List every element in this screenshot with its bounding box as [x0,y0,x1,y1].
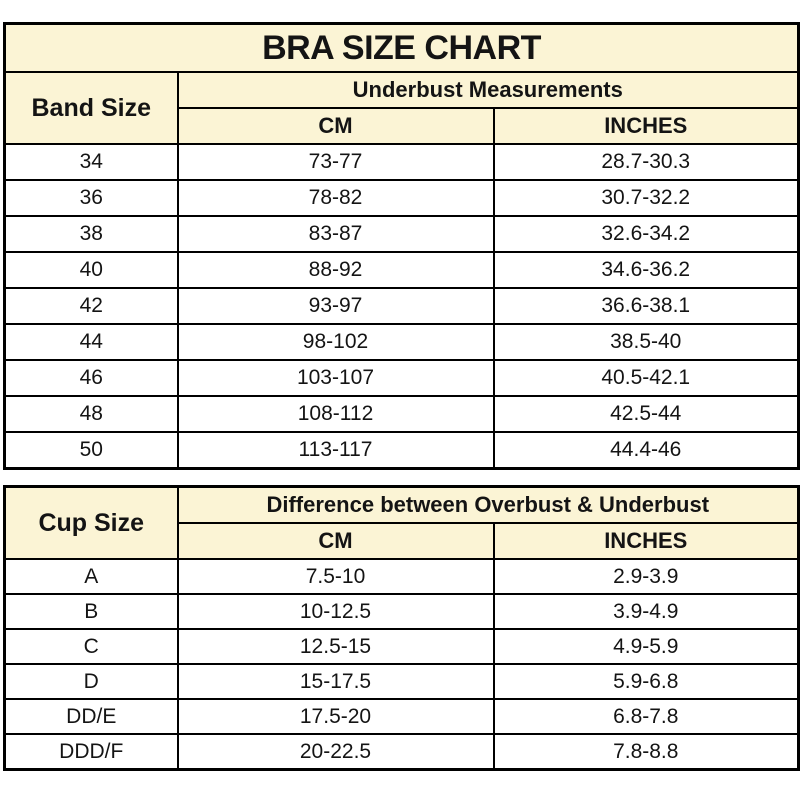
cup-table-row: DDD/F 20-22.5 7.8-8.8 [3,733,800,771]
band-inches-value: 38.5-40 [492,323,800,361]
band-size-value: 48 [3,395,179,433]
band-inches-value: 28.7-30.3 [492,143,800,181]
cup-size-value: B [3,593,179,630]
cup-inches-value: 7.8-8.8 [492,733,800,771]
chart-title: BRA SIZE CHART [3,22,800,73]
band-size-value: 40 [3,251,179,289]
band-cm-value: 93-97 [176,287,495,325]
band-inches-value: 42.5-44 [492,395,800,433]
cup-table-row: DD/E 17.5-20 6.8-7.8 [3,698,800,735]
band-cm-value: 103-107 [176,359,495,397]
cup-cm-value: 7.5-10 [176,558,495,595]
band-table-row: 50 113-117 44.4-46 [3,431,800,470]
band-cm-value: 88-92 [176,251,495,289]
cup-cm-value: 10-12.5 [176,593,495,630]
cup-table-row: B 10-12.5 3.9-4.9 [3,593,800,630]
cup-table-row: D 15-17.5 5.9-6.8 [3,663,800,700]
cup-cm-value: 20-22.5 [176,733,495,771]
band-inches-value: 30.7-32.2 [492,179,800,217]
cup-inches-column-header: INCHES [492,522,800,560]
band-inches-column-header: INCHES [492,107,800,145]
band-inches-value: 34.6-36.2 [492,251,800,289]
bra-size-chart: BRA SIZE CHART Band Size Underbust Measu… [3,22,800,771]
cup-inches-value: 2.9-3.9 [492,558,800,595]
cup-size-value: A [3,558,179,595]
band-size-value: 44 [3,323,179,361]
difference-overbust-underbust-header: Difference between Overbust & Underbust [176,485,800,524]
cup-cm-value: 15-17.5 [176,663,495,700]
cup-size-table: Cup Size Difference between Overbust & U… [3,485,800,771]
band-table-row: 44 98-102 38.5-40 [3,323,800,361]
cup-inches-value: 6.8-7.8 [492,698,800,735]
cup-table-row: C 12.5-15 4.9-5.9 [3,628,800,665]
band-size-table: BRA SIZE CHART Band Size Underbust Measu… [3,22,800,470]
band-table-row: 46 103-107 40.5-42.1 [3,359,800,397]
band-cm-value: 108-112 [176,395,495,433]
band-cm-value: 78-82 [176,179,495,217]
band-inches-value: 36.6-38.1 [492,287,800,325]
band-size-value: 36 [3,179,179,217]
band-cm-column-header: CM [176,107,495,145]
cup-cm-value: 12.5-15 [176,628,495,665]
band-cm-value: 113-117 [176,431,495,470]
cup-cm-value: 17.5-20 [176,698,495,735]
band-inches-value: 40.5-42.1 [492,359,800,397]
underbust-measurements-header: Underbust Measurements [176,71,800,109]
band-cm-value: 83-87 [176,215,495,253]
band-size-header: Band Size [3,71,179,145]
band-table-row: 36 78-82 30.7-32.2 [3,179,800,217]
band-table-row: 38 83-87 32.6-34.2 [3,215,800,253]
cup-size-value: C [3,628,179,665]
band-size-value: 50 [3,431,179,470]
band-size-value: 38 [3,215,179,253]
cup-table-row: A 7.5-10 2.9-3.9 [3,558,800,595]
band-table-row: 42 93-97 36.6-38.1 [3,287,800,325]
cup-cm-column-header: CM [176,522,495,560]
cup-inches-value: 5.9-6.8 [492,663,800,700]
cup-size-header: Cup Size [3,485,179,560]
band-cm-value: 73-77 [176,143,495,181]
band-cm-value: 98-102 [176,323,495,361]
cup-inches-value: 4.9-5.9 [492,628,800,665]
band-inches-value: 32.6-34.2 [492,215,800,253]
band-size-value: 42 [3,287,179,325]
cup-size-value: D [3,663,179,700]
band-table-row: 34 73-77 28.7-30.3 [3,143,800,181]
cup-size-value: DD/E [3,698,179,735]
cup-size-value: DDD/F [3,733,179,771]
band-size-value: 46 [3,359,179,397]
cup-inches-value: 3.9-4.9 [492,593,800,630]
band-table-row: 48 108-112 42.5-44 [3,395,800,433]
band-table-row: 40 88-92 34.6-36.2 [3,251,800,289]
band-size-value: 34 [3,143,179,181]
band-inches-value: 44.4-46 [492,431,800,470]
